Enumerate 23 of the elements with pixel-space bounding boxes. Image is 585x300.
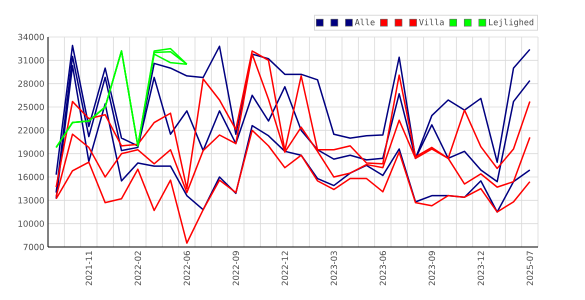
y-tick-label: 22000 [18, 127, 44, 134]
y-tick-label: 34000 [18, 34, 44, 40]
y-tick-label: 19000 [18, 150, 44, 157]
x-tick-label: 2025-07 [526, 251, 534, 286]
x-tick-label: 2021-11 [86, 251, 92, 286]
x-tick-label: 2023-12 [478, 251, 484, 286]
y-tick-label: 7000 [24, 244, 44, 250]
y-tick-label: 13000 [18, 197, 44, 204]
y-tick-label: 10000 [18, 220, 44, 227]
y-tick-label: 25000 [18, 104, 44, 110]
legend-label: Villa [419, 18, 444, 26]
x-tick-label: 2023-06 [380, 251, 386, 286]
x-tick-label: 2023-09 [428, 251, 436, 286]
legend-label: Lejlighed [489, 18, 534, 28]
y-tick-label: 31000 [18, 57, 44, 64]
x-tick-label: 2022-02 [134, 251, 142, 286]
legend-label: Alle [354, 18, 375, 26]
y-tick-label: 16000 [18, 174, 44, 180]
x-tick-label: 2023-03 [330, 251, 338, 286]
x-tick-label: 2022-09 [232, 251, 240, 286]
x-tick-label: 2022-12 [282, 251, 288, 286]
y-tick-label: 28000 [18, 80, 44, 87]
x-tick-label: 2022-06 [184, 251, 190, 286]
